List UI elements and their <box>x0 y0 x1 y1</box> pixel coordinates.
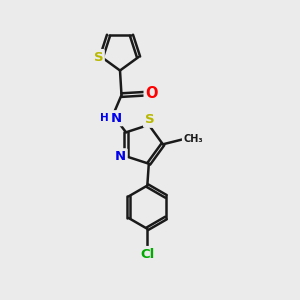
Text: CH₃: CH₃ <box>183 134 203 144</box>
Text: O: O <box>145 86 158 101</box>
Text: Cl: Cl <box>140 248 154 260</box>
Text: H: H <box>100 113 109 123</box>
Text: S: S <box>94 50 103 64</box>
Text: N: N <box>111 112 122 125</box>
Text: N: N <box>115 150 126 163</box>
Text: S: S <box>145 113 154 126</box>
